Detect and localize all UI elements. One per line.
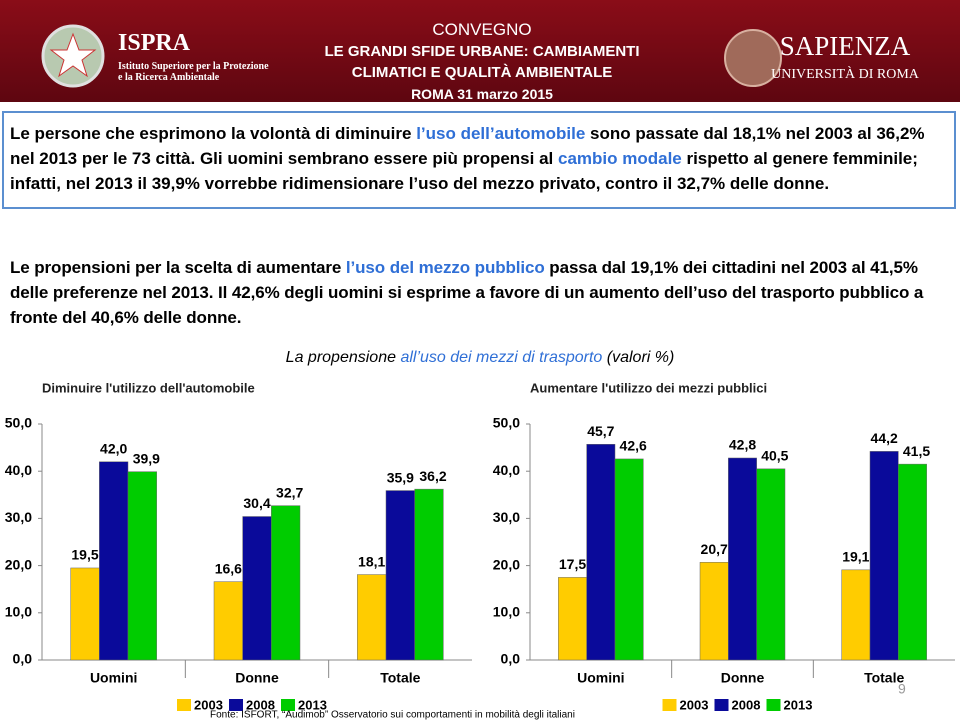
y-tick-label: 10,0 [5, 604, 32, 620]
value-label: 41,5 [903, 443, 930, 459]
bar [127, 471, 157, 661]
org-sub: Istituto Superiore per la Protezione [118, 61, 269, 72]
text: (valori %) [602, 349, 675, 366]
highlight-text: all’uso dei mezzi di trasporto [400, 349, 603, 366]
text: La propensione [285, 349, 401, 366]
value-label: 45,7 [587, 423, 614, 439]
highlight-text: l’uso del mezzo pubblico [345, 258, 545, 277]
org-sub: e la Ricerca Ambientale [118, 72, 220, 83]
legend-swatch [281, 699, 295, 711]
bar [385, 490, 415, 661]
bar [699, 562, 729, 661]
y-tick-label: 20,0 [493, 556, 520, 572]
y-tick-label: 50,0 [5, 415, 32, 431]
value-label: 30,4 [243, 495, 270, 511]
legend-swatch [229, 699, 243, 711]
bar [558, 577, 587, 661]
page-number: 9 [898, 681, 906, 697]
y-tick-label: 20,0 [5, 556, 32, 572]
bar [869, 451, 899, 661]
paragraph: Le propensioni per la scelta di aumentar… [10, 255, 950, 330]
x-tick-label: Donne [235, 670, 279, 686]
bar [614, 458, 644, 661]
emblem-star [49, 32, 97, 78]
legend-label: 2003 [680, 697, 709, 712]
value-label: 40,5 [761, 448, 788, 464]
bar [271, 505, 301, 661]
legend-swatch [766, 699, 781, 711]
bar [213, 581, 243, 661]
bar [728, 457, 757, 661]
y-tick-label: 0,0 [501, 651, 521, 667]
bar [756, 468, 786, 661]
text: Le persone che esprimono la volontà di d… [10, 124, 417, 143]
value-label: 17,5 [559, 556, 586, 572]
convegno: CONVEGNO [432, 20, 531, 39]
value-label: 39,9 [133, 450, 160, 466]
text: sono passate dal 18,1% nel 2003 al 36,2%… [10, 124, 925, 168]
bar [898, 463, 927, 661]
y-tick-label: 30,0 [493, 509, 520, 525]
paragraph: Le persone che esprimono la volontà di d… [10, 121, 950, 196]
text: Le propensioni per la scelta di aumentar… [10, 258, 346, 277]
value-label: 42,0 [100, 440, 127, 456]
value-label: 35,9 [387, 469, 414, 485]
highlight-text: cambio modale [557, 149, 682, 168]
bar [841, 569, 871, 661]
x-tick-label: Uomini [90, 670, 137, 686]
y-tick-label: 0,0 [13, 651, 33, 667]
legend-label: 2008 [246, 697, 275, 712]
text: rispetto al genere femminile; infatti, n… [10, 149, 918, 193]
bar [586, 444, 616, 661]
header: ISPRA Istituto Superiore per la Protezio… [0, 0, 960, 102]
legend-label: 2008 [732, 697, 761, 712]
value-label: 32,7 [276, 484, 303, 500]
text: passa dal 19,1% dei cittadini nel 2003 a… [10, 258, 924, 327]
value-label: 42,6 [620, 438, 647, 454]
value-label: 19,1 [842, 549, 869, 565]
value-label: 44,2 [871, 430, 898, 446]
chart-title: Diminuire l'utilizzo dell'automobile [42, 380, 255, 395]
y-tick-label: 50,0 [493, 415, 520, 431]
event-title: CLIMATICI E QUALITÀ AMBIENTALE [352, 64, 613, 81]
bar [99, 461, 129, 661]
legend-swatch [662, 699, 677, 711]
source: Fonte: ISFORT, “Audimob” Osservatorio su… [210, 710, 575, 720]
x-tick-label: Uomini [577, 670, 624, 686]
y-tick-label: 10,0 [493, 604, 520, 620]
header-band [0, 0, 960, 102]
y-tick-label: 30,0 [5, 509, 32, 525]
legend-swatch [714, 699, 729, 711]
y-tick-label: 40,0 [5, 462, 32, 478]
y-tick-label: 40,0 [493, 462, 520, 478]
highlight-text: l’uso dell’automobile [416, 124, 586, 143]
x-tick-label: Totale [864, 670, 904, 686]
value-label: 18,1 [358, 553, 385, 569]
x-tick-label: Donne [721, 670, 765, 686]
bar [357, 574, 387, 661]
legend-swatch [177, 699, 191, 711]
value-label: 19,5 [71, 547, 98, 563]
bar [414, 488, 444, 661]
legend-label: 2013 [784, 697, 813, 712]
bar [242, 516, 272, 661]
uni-sub: UNIVERSITÀ DI ROMA [771, 65, 920, 82]
legend-label: 2003 [194, 697, 223, 712]
event-title: LE GRANDI SFIDE URBANE: CAMBIAMENTI [325, 43, 640, 60]
event-date: ROMA 31 marzo 2015 [411, 86, 553, 102]
x-tick-label: Totale [380, 670, 420, 686]
text-box [2, 111, 956, 209]
legend-label: 2013 [298, 697, 327, 712]
value-label: 16,6 [215, 560, 242, 576]
value-label: 20,7 [701, 541, 728, 557]
org: ISPRA [118, 30, 191, 56]
uni: SAPIENZA [780, 31, 911, 61]
value-label: 36,2 [419, 468, 446, 484]
caption: La propensione all’uso dei mezzi di tras… [0, 349, 960, 367]
value-label: 42,8 [729, 437, 756, 453]
bar [70, 567, 100, 661]
uni-seal [724, 29, 782, 87]
chart-title: Aumentare l'utilizzo dei mezzi pubblici [530, 380, 767, 395]
